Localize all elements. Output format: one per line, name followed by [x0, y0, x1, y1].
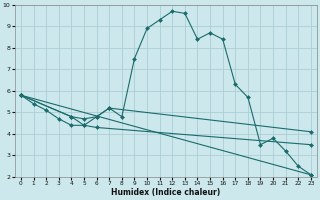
X-axis label: Humidex (Indice chaleur): Humidex (Indice chaleur): [111, 188, 220, 197]
